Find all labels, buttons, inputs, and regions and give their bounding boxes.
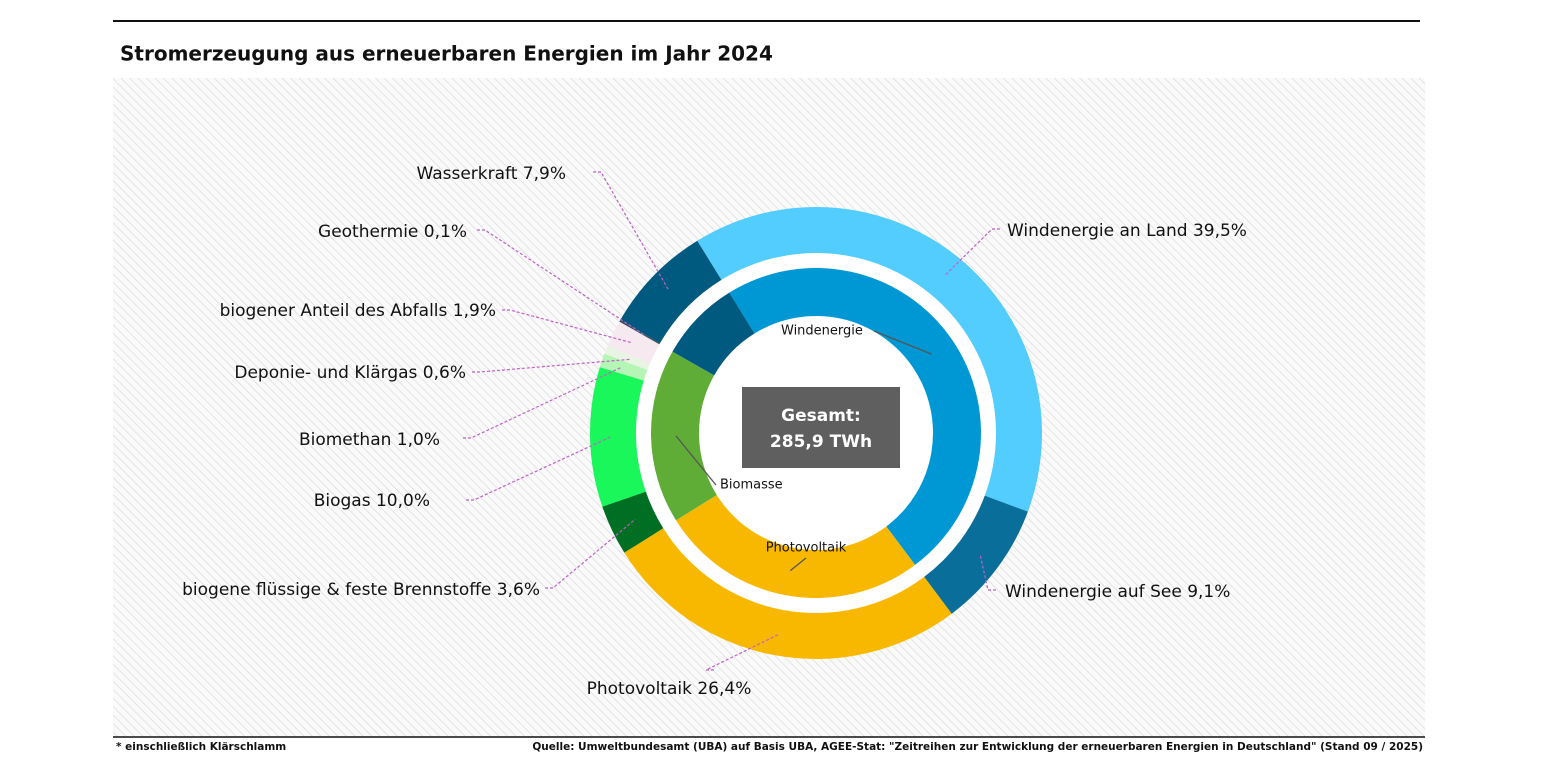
center-box [742, 387, 900, 468]
leader-line [945, 228, 1000, 275]
leader-line [979, 555, 996, 591]
value-label: 0,1% [424, 222, 467, 242]
data-label: Geothermie 0,1% [318, 222, 467, 242]
category-name: Wasserkraft [416, 164, 517, 184]
leader-line [466, 436, 612, 501]
category-name: Deponie- und Klärgas [234, 363, 417, 383]
donut-segment [619, 320, 660, 345]
inner-label: Biomasse [720, 478, 783, 493]
donut-segment [607, 321, 660, 364]
leader-line [593, 171, 670, 291]
category-name: Windenergie an Land [1007, 221, 1188, 241]
donut-segment [624, 528, 952, 660]
data-label: Biogas 10,0% [314, 491, 430, 511]
inner-label: Windenergie [781, 324, 863, 339]
category-name: Geothermie [318, 222, 418, 242]
donut-segment [620, 240, 722, 344]
leader-line [545, 518, 636, 589]
value-label: 9,1% [1187, 582, 1230, 602]
donut-segment [729, 268, 981, 565]
leader-line [502, 309, 633, 344]
leader-line [675, 435, 717, 486]
category-name: Biogas [314, 491, 371, 511]
category-name: Windenergie auf See [1005, 582, 1182, 602]
category-name: Photovoltaik [587, 679, 692, 699]
data-label: biogener Anteil des Abfalls 1,9% [220, 301, 496, 321]
donut-segment [924, 495, 1028, 614]
donut-segment [602, 491, 664, 553]
center-label: 285,9 TWh [770, 432, 872, 452]
donut-segment [676, 494, 916, 598]
value-label: 10,0% [376, 491, 430, 511]
inner-label: Photovoltaik [766, 541, 847, 556]
footnote: * einschließlich Klärschlamm [116, 741, 286, 753]
donut-segment [672, 292, 755, 376]
data-label: biogene flüssige & feste Brennstoffe 3,6… [182, 580, 540, 600]
category-name: Biomethan [299, 430, 391, 450]
leader-line [477, 229, 647, 337]
value-label: 3,6% [497, 580, 540, 600]
donut-segment [604, 345, 650, 370]
data-label: Wasserkraft 7,9% [416, 164, 566, 184]
donut-segment [697, 206, 1043, 512]
category-name: biogener Anteil des Abfalls [220, 301, 448, 321]
leader-line [472, 358, 631, 373]
leader-line [705, 633, 779, 671]
source: Quelle: Umweltbundesamt (UBA) auf Basis … [532, 741, 1423, 753]
center-label: Gesamt: [781, 406, 861, 426]
data-label: Deponie- und Klärgas 0,6% [234, 363, 466, 383]
value-label: 39,5% [1193, 221, 1247, 241]
value-label: 1,9% [453, 301, 496, 321]
data-label: Biomethan 1,0% [299, 430, 440, 450]
leader-line [463, 366, 623, 439]
donut-segment [589, 367, 646, 507]
value-label: 7,9% [523, 164, 566, 184]
donut-segment [651, 351, 717, 521]
leader-line [873, 330, 932, 355]
value-label: 26,4% [697, 679, 751, 699]
data-label: Windenergie auf See 9,1% [1005, 582, 1230, 602]
data-label: Windenergie an Land 39,5% [1007, 221, 1247, 241]
chart-title: Stromerzeugung aus erneuerbaren Energien… [120, 42, 773, 66]
leader-line [789, 557, 807, 572]
value-label: 0,6% [423, 363, 466, 383]
category-name: biogene flüssige & feste Brennstoffe [182, 580, 491, 600]
value-label: 1,0% [397, 430, 440, 450]
data-label: Photovoltaik 26,4% [587, 679, 752, 699]
